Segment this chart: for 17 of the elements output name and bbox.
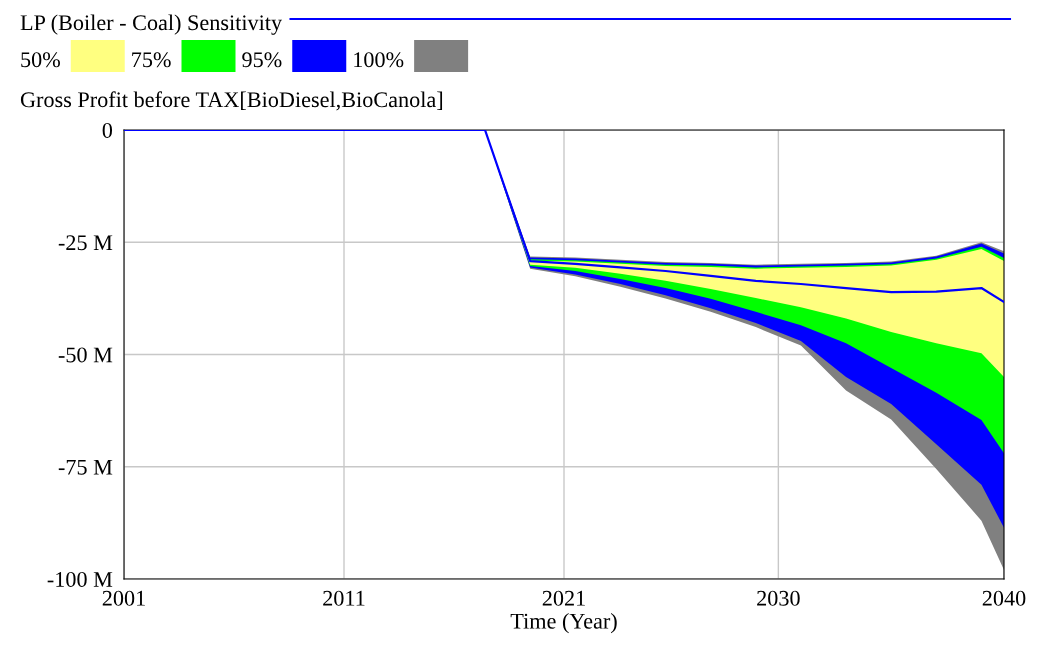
x-tick-label: 2040 [982,590,1026,606]
legend-label: 95% [242,52,282,68]
x-axis-title: Time (Year) [510,613,617,634]
x-tick-label: 2011 [323,590,365,606]
legend-label: 75% [132,52,171,68]
legend-label: 100% [354,52,404,68]
x-tick-label: 2021 [542,590,585,606]
legend-label: 50% [21,52,60,68]
text: LP (Boiler - Coal) Sensitivity [20,14,283,35]
x-tick-label: 2001 [102,590,145,606]
y-tick-label: -50 M [58,347,113,363]
y-tick-label: -75 M [58,459,113,475]
x-tick-label: 2030 [757,590,800,606]
y-tick-label: -100 M [47,571,113,587]
y-tick-label: 0 [102,122,113,138]
y-tick-label: -25 M [58,235,113,251]
chart-subtitle: Gross Profit before TAX[BioDiesel,BioCanola] [20,91,443,111]
